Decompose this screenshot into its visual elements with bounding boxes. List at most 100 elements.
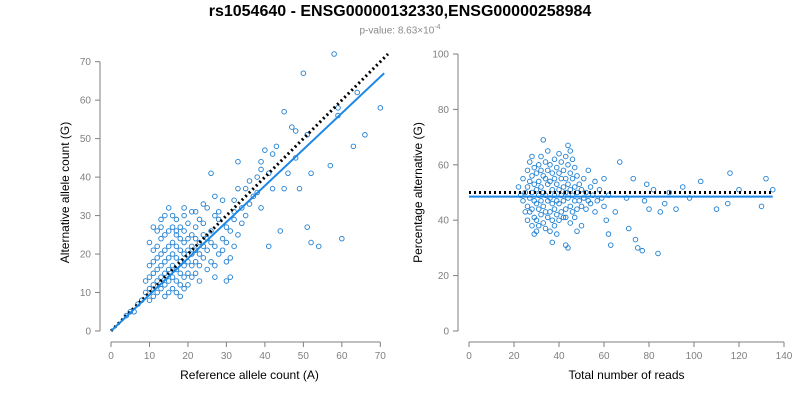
data-point [165, 278, 172, 284]
y-tick-label: 100 [432, 50, 449, 61]
data-point [607, 242, 614, 248]
data-point [549, 200, 555, 207]
x-tick-label: 140 [776, 351, 793, 362]
x-tick-label: 70 [375, 351, 387, 362]
data-point [162, 247, 168, 253]
data-point [540, 220, 546, 226]
data-point [587, 184, 594, 190]
identity-reference-line [109, 52, 390, 333]
x-tick-label: 100 [686, 351, 703, 362]
data-point [165, 255, 172, 261]
data-point [569, 209, 576, 215]
y-tick-label: 80 [438, 105, 450, 116]
data-point [540, 203, 546, 210]
data-point [258, 205, 264, 211]
data-point [551, 206, 558, 212]
allele-count-scatter: 0 10 20 30 40 50 60 70 0 10 20 30 40 50 60 70 Reference … [58, 51, 390, 382]
x-tick-label: 30 [221, 351, 233, 362]
data-point [540, 137, 546, 143]
y-tick-label: 60 [438, 160, 450, 171]
data-point [162, 212, 168, 219]
data-point [350, 143, 357, 150]
data-point [558, 159, 564, 165]
data-point [646, 206, 652, 212]
data-point [592, 178, 598, 185]
y-tick-label: 20 [80, 250, 92, 261]
y-tick-label: 70 [80, 57, 92, 68]
data-point [538, 184, 544, 190]
data-point [150, 247, 157, 253]
data-point [192, 224, 199, 230]
data-point [549, 217, 555, 223]
data-point [158, 262, 164, 269]
data-point [522, 209, 528, 215]
data-point [535, 206, 542, 212]
data-point [571, 198, 578, 204]
data-point [567, 220, 573, 226]
data-point [192, 235, 199, 242]
data-point [520, 175, 526, 182]
data-point [200, 255, 207, 261]
data-point [185, 270, 191, 277]
data-point [339, 235, 345, 242]
data-point [246, 201, 253, 207]
data-point [544, 148, 551, 154]
y-tick-label: 60 [80, 96, 92, 107]
data-point [544, 167, 551, 174]
data-point [169, 239, 176, 246]
x-axis-title: Total number of reads [568, 368, 684, 382]
x-tick-label: 20 [182, 351, 194, 362]
data-point [727, 170, 733, 176]
data-point [601, 175, 607, 182]
data-point [181, 285, 187, 292]
data-point [574, 206, 580, 212]
data-point [273, 143, 280, 150]
data-point [524, 217, 531, 223]
y-tick-label: 0 [85, 327, 91, 338]
data-point [553, 181, 560, 187]
data-point [142, 278, 149, 284]
data-point [529, 153, 535, 160]
data-point [549, 170, 555, 176]
data-point [177, 270, 183, 277]
data-point [567, 148, 573, 154]
data-point [641, 198, 648, 204]
data-point [533, 170, 540, 176]
data-point [177, 259, 183, 265]
data-point [549, 186, 555, 193]
data-point [520, 198, 526, 204]
data-point [562, 153, 569, 160]
data-point [204, 205, 210, 211]
data-point [181, 212, 187, 219]
data-point [246, 178, 253, 184]
data-point [354, 89, 360, 96]
x-tick-label: 40 [553, 351, 565, 362]
data-point [547, 209, 553, 215]
data-point [219, 235, 226, 242]
x-tick-label: 80 [643, 351, 655, 362]
data-point [196, 251, 203, 257]
data-point [556, 200, 562, 207]
data-point [223, 278, 230, 284]
data-point [533, 228, 540, 235]
data-point [196, 278, 203, 284]
data-point [542, 209, 549, 215]
data-point [574, 228, 580, 235]
data-point [185, 282, 191, 288]
y-tick-label: 10 [80, 288, 92, 299]
data-point [215, 251, 222, 257]
data-point [154, 255, 160, 261]
data-point [154, 228, 160, 234]
data-point [185, 220, 191, 227]
data-point [377, 105, 384, 111]
x-tick-label: 10 [144, 351, 156, 362]
data-point [227, 274, 234, 280]
data-point [165, 228, 172, 234]
data-point [189, 251, 195, 257]
data-point [173, 255, 180, 261]
data-point [150, 259, 157, 265]
data-point [634, 245, 641, 251]
data-point [242, 185, 249, 192]
data-point [587, 200, 594, 207]
data-point [535, 162, 542, 168]
